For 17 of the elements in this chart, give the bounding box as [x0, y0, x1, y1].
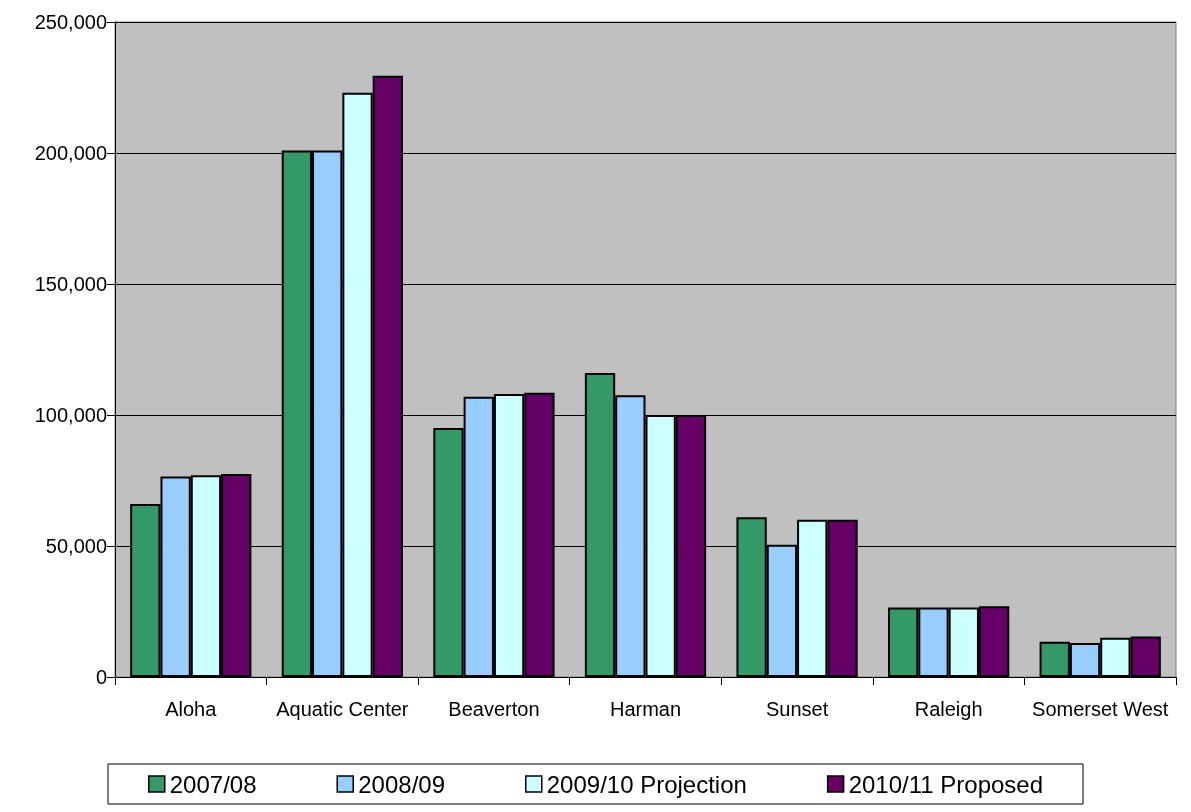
- y-tick-label: 150,000: [34, 273, 107, 295]
- legend-label: 2007/08: [169, 770, 257, 798]
- legend-label: 2009/10 Projection: [546, 770, 747, 798]
- x-tick-label: Beaverton: [448, 698, 540, 720]
- y-tick-label: 250,000: [34, 11, 107, 33]
- x-tick-label: Raleigh: [914, 698, 983, 720]
- y-tick-label: 200,000: [34, 142, 107, 164]
- legend-label: 2008/09: [358, 770, 445, 798]
- y-tick-label: 100,000: [34, 404, 107, 426]
- x-tick-label: Aloha: [165, 698, 218, 720]
- y-tick-label: 0: [95, 666, 107, 688]
- x-tick-label: Harman: [609, 698, 682, 720]
- legend-label: 2010/11 Proposed: [848, 770, 1044, 798]
- x-tick-label: Somerset West: [1032, 698, 1169, 720]
- x-tick-label: Aquatic Center: [276, 698, 409, 720]
- x-tick-label: Sunset: [765, 698, 829, 720]
- y-tick-label: 50,000: [45, 535, 107, 557]
